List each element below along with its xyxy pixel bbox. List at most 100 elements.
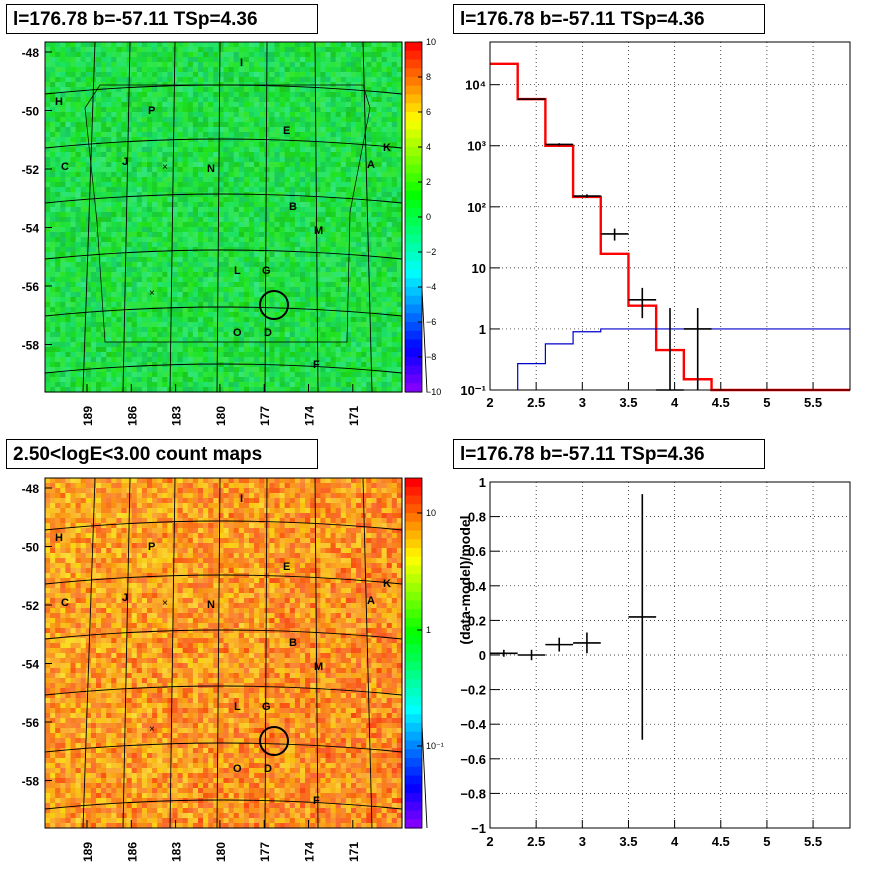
graticule-latitude [44, 685, 403, 696]
source-label-i: I [240, 493, 243, 505]
map-x-tick-label: 174 [303, 406, 317, 426]
colorbar-cell [405, 661, 422, 672]
graticule-latitude [44, 193, 403, 204]
graticule-latitude [44, 138, 403, 149]
map-frame [44, 477, 403, 829]
source-label-g: G [262, 265, 271, 277]
colorbar-cell [405, 199, 422, 209]
map-y-tick-label: -58 [22, 339, 40, 353]
map-x-tick-label: 171 [347, 842, 361, 862]
colorbar-cell [405, 670, 422, 680]
cross-marker: × [162, 162, 168, 173]
graticule-longitude [314, 41, 319, 393]
colorbar-cell [405, 504, 422, 514]
colorbar-cell [405, 591, 422, 602]
map-x-tick-label: 183 [170, 842, 184, 862]
top-right-title: l=176.78 b=-57.11 TSp=4.36 [453, 4, 765, 34]
roi-outline [84, 84, 371, 343]
x-tick-label: 2 [486, 395, 493, 410]
colorbar-cell [405, 819, 422, 829]
colorbar-tick-label: −10 [426, 387, 441, 397]
source-label-d: D [264, 327, 272, 339]
colorbar-cell [405, 556, 422, 567]
map-y-tick-label: -50 [22, 105, 40, 119]
x-tick-label: 3.5 [619, 395, 637, 410]
colorbar-cell [405, 521, 422, 532]
graticule-latitude [44, 363, 403, 374]
graticule-longitude [216, 477, 221, 829]
map-x-tick-label: 177 [258, 842, 272, 862]
map-x-tick-label: 171 [347, 406, 361, 426]
map-x-tick-label: 174 [303, 842, 317, 862]
x-tick-label: 4.5 [712, 834, 730, 849]
colorbar-cell [405, 513, 422, 523]
source-label-o: O [233, 327, 242, 339]
colorbar-cell [405, 635, 422, 645]
top-left-title: l=176.78 b=-57.11 TSp=4.36 [6, 4, 318, 34]
target-circle [259, 290, 289, 320]
colorbar-cell [405, 155, 422, 166]
source-label-a: A [367, 159, 375, 171]
map-y-tick-label: -54 [22, 222, 40, 236]
colorbar-cell [405, 574, 422, 584]
colorbar-cell [405, 374, 422, 384]
colorbar-cell [405, 330, 422, 341]
colorbar-cell [405, 190, 422, 201]
source-label-p: P [148, 105, 155, 117]
source-label-e: E [283, 125, 290, 137]
colorbar-cell [405, 731, 422, 742]
colorbar-cell [405, 801, 422, 812]
colorbar-tick-label: 8 [426, 72, 431, 82]
colorbar-tick-label: −4 [426, 282, 436, 292]
colorbar-cell [405, 758, 422, 768]
y-tick-label: 0.2 [468, 613, 486, 628]
colorbar-cell [405, 530, 422, 540]
colorbar-tick-label: 1 [426, 625, 431, 635]
colorbar-cell [405, 539, 422, 549]
colorbar-cell [405, 339, 422, 349]
colorbar-cell [405, 173, 422, 183]
y-axis-label: (data-model)/model [457, 515, 473, 644]
source-label-l: L [234, 701, 241, 713]
graticule-latitude [44, 742, 403, 753]
blue-model-histogram [517, 328, 850, 390]
colorbar-cell [405, 383, 422, 393]
colorbar-cell [405, 120, 422, 131]
colorbar-cell [405, 68, 422, 78]
plot-frame [489, 41, 851, 391]
y-tick-label: 10² [467, 200, 486, 215]
colorbar-tick-label: 10⁻¹ [426, 741, 444, 751]
residual-plot: 1 0.8 0.6 0.4 0.2 0 −0.2 −0.4 −0.6 −0.8 −12 2.5 3 3.5… [457, 475, 851, 849]
y-tick-label: 0 [479, 648, 486, 663]
colorbar-cell [405, 626, 422, 637]
map-frame [44, 41, 403, 393]
graticule-latitude [44, 306, 403, 317]
map-x-tick-label: 186 [125, 406, 139, 426]
residual-map: I H P E K C J N A B M L G O D F × × -48 -50 -52 -54 -56 -58 189 1… [22, 37, 442, 426]
x-tick-label: 3 [579, 834, 586, 849]
y-tick-label: 0.8 [468, 510, 486, 525]
spectrum-plot: 10⁴ 10³ 10² 10 1 10⁻¹2 2.5 3 3.5 4 4.5 5 5.5 [460, 41, 851, 410]
colorbar-cell [405, 696, 422, 707]
map-y-tick-label: -52 [22, 163, 40, 177]
graticule-latitude [44, 629, 403, 640]
graticule-latitude [44, 520, 403, 531]
colorbar-cell [405, 269, 422, 279]
map-x-tick-label: 189 [81, 406, 95, 426]
map-y-tick-label: -48 [22, 482, 40, 496]
source-label-o: O [233, 763, 242, 775]
colorbar-cell [405, 252, 422, 262]
colorbar-cell [405, 304, 422, 314]
y-tick-label: 0.4 [468, 579, 487, 594]
source-label-p: P [148, 541, 155, 553]
y-tick-label: 10⁻¹ [460, 383, 486, 398]
x-tick-label: 3.5 [619, 834, 637, 849]
colorbar-cell [405, 478, 422, 488]
heatmap-pixels [45, 478, 403, 829]
colorbar-cell [405, 103, 422, 113]
source-label-j: J [122, 156, 128, 168]
source-label-j: J [122, 592, 128, 604]
x-tick-label: 4 [671, 395, 679, 410]
graticule-latitude [44, 799, 403, 810]
